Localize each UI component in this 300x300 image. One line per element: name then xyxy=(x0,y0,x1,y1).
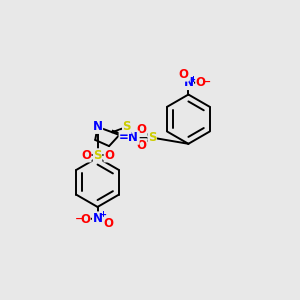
Text: S: S xyxy=(93,149,102,162)
Text: N: N xyxy=(183,76,194,89)
Text: O: O xyxy=(179,68,189,81)
Text: =N: =N xyxy=(119,131,139,144)
Text: O: O xyxy=(136,123,146,136)
Text: O: O xyxy=(80,213,90,226)
Text: O: O xyxy=(196,76,206,89)
Text: O: O xyxy=(81,149,91,162)
Text: N: N xyxy=(92,120,103,134)
Text: O: O xyxy=(136,139,146,152)
Text: S: S xyxy=(148,131,157,144)
Text: O: O xyxy=(103,218,113,230)
Text: N: N xyxy=(92,212,103,225)
Text: O: O xyxy=(104,149,114,162)
Text: −: − xyxy=(74,214,84,224)
Text: −: − xyxy=(202,77,212,87)
Text: S: S xyxy=(123,120,131,134)
Text: +: + xyxy=(99,210,106,219)
Text: +: + xyxy=(190,75,196,84)
